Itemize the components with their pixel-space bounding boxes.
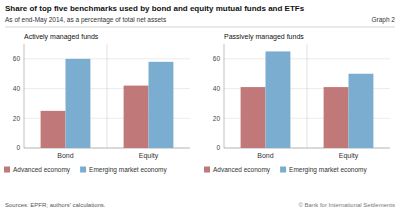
- bar: [149, 62, 174, 148]
- y-tick-label: 60: [13, 55, 21, 62]
- y-axis-line: [24, 44, 25, 148]
- group-separator: [307, 44, 308, 148]
- legend-swatch: [80, 167, 86, 173]
- figure-title: Share of top five benchmarks used by bon…: [5, 4, 305, 13]
- y-tick-label: 40: [213, 85, 221, 92]
- source-note: Sources: EPFR; authors' calculations.: [5, 202, 106, 208]
- legend-label: Advanced economy: [13, 166, 71, 174]
- legend-swatch: [204, 167, 210, 173]
- bar: [66, 59, 91, 148]
- group-separator: [107, 44, 108, 148]
- graph-label: Graph 2: [372, 16, 396, 24]
- x-tick-label: Equity: [339, 152, 359, 160]
- copyright-note: © Bank for International Settlements: [299, 202, 395, 208]
- x-tick-label: Bond: [257, 152, 273, 159]
- y-tick-label: 20: [213, 115, 221, 122]
- legend-swatch: [280, 167, 286, 173]
- panel-title: Passively managed funds: [224, 33, 304, 41]
- bar: [266, 51, 291, 148]
- y-axis-line: [224, 44, 225, 148]
- y-tick-label: 0: [216, 144, 220, 151]
- x-tick-label: Bond: [57, 152, 73, 159]
- panel: Passively managed funds 0 20 40 60 Bond Equity…: [204, 33, 390, 174]
- figure-subtitle: As of end-May 2014, as a percentage of t…: [5, 16, 167, 24]
- bar: [124, 86, 149, 148]
- x-tick-label: Equity: [139, 152, 159, 160]
- bar: [349, 74, 374, 148]
- y-tick-label: 0: [16, 144, 20, 151]
- chart-figure: Share of top five benchmarks used by bon…: [0, 0, 400, 214]
- legend-swatch: [4, 167, 10, 173]
- bar: [241, 87, 266, 148]
- legend-label: Emerging market economy: [89, 166, 167, 174]
- bar: [41, 111, 66, 148]
- panel: Actively managed funds 0 20 40 60 Bond Equity A…: [4, 33, 190, 174]
- header-rule: [5, 27, 395, 28]
- y-tick-label: 20: [13, 115, 21, 122]
- legend-label: Advanced economy: [213, 166, 271, 174]
- legend-label: Emerging market economy: [289, 166, 367, 174]
- y-tick-label: 40: [13, 85, 21, 92]
- panel-title: Actively managed funds: [24, 33, 99, 41]
- bar: [324, 87, 349, 148]
- y-tick-label: 60: [213, 55, 221, 62]
